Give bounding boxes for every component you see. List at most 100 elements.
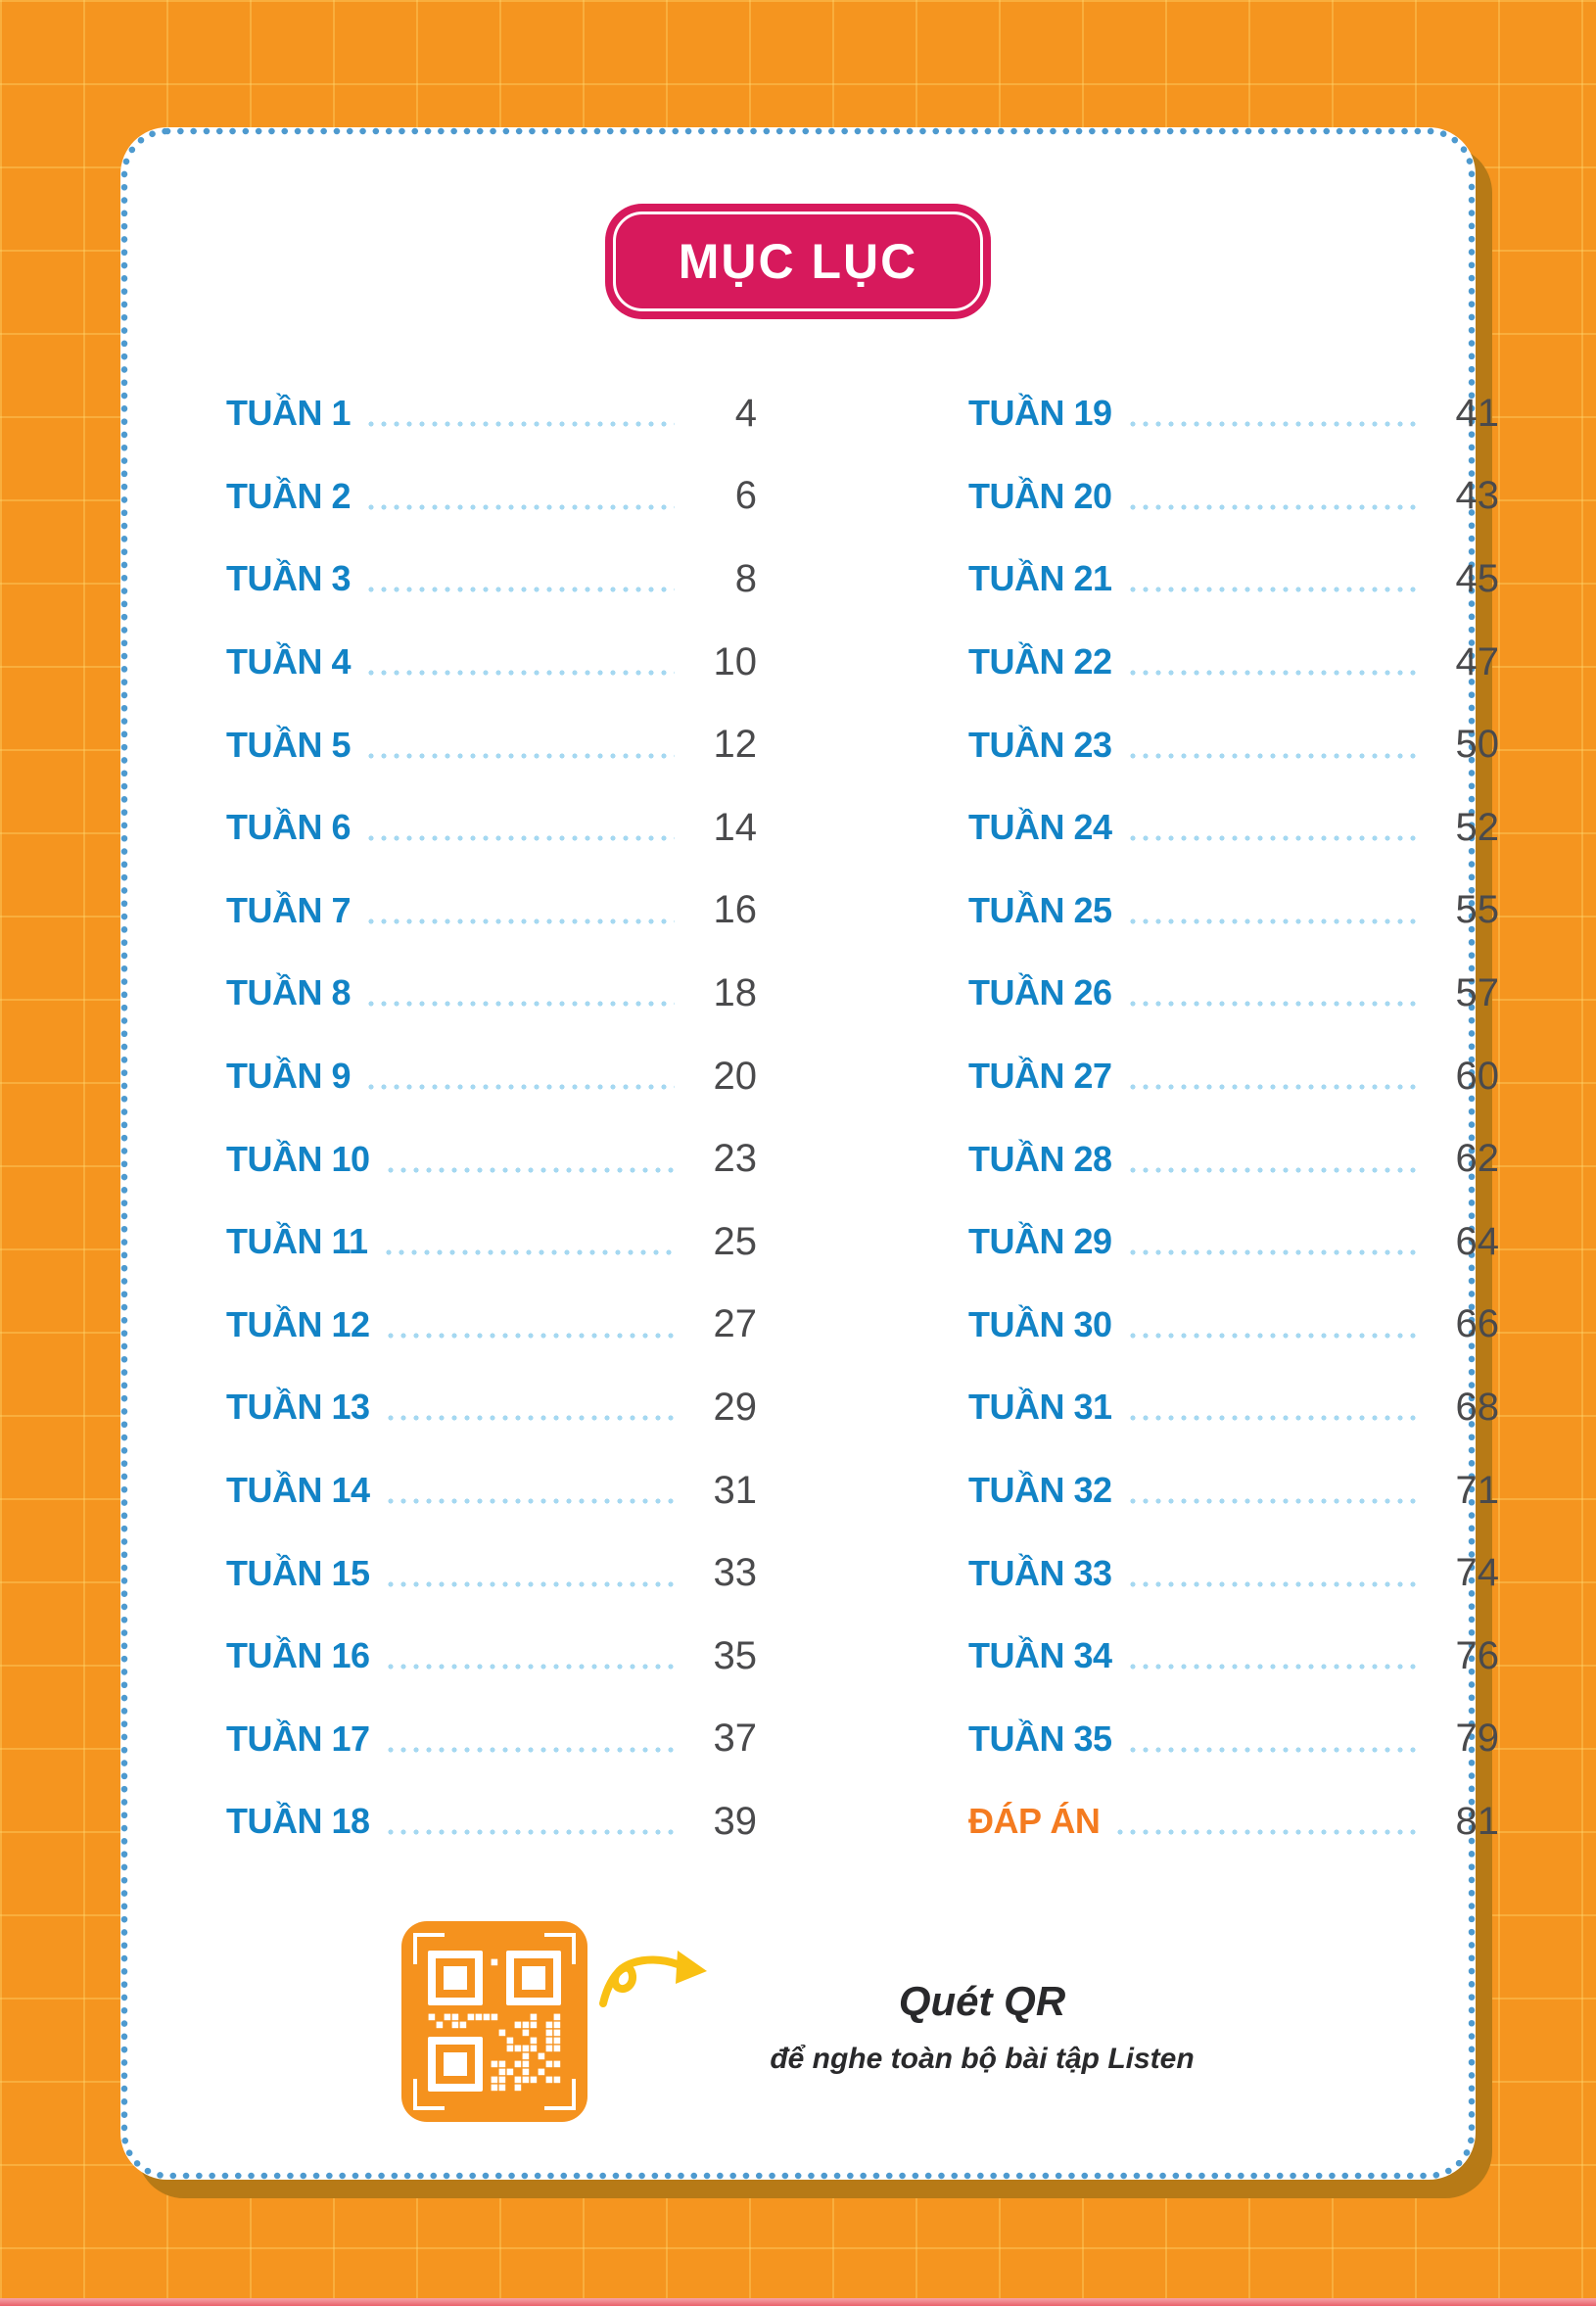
toc-row: TUẦN 4 10	[226, 621, 757, 704]
toc-entry-label: TUẦN 20	[968, 475, 1112, 516]
page-title: MỤC LỤC	[678, 234, 918, 289]
toc-row: TUẦN 5 12	[226, 703, 757, 786]
leader-dots	[368, 752, 675, 759]
toc-row: TUẦN 17 37	[226, 1698, 757, 1781]
toc-entry-label: TUẦN 8	[226, 972, 352, 1013]
toc-row: TUẦN 18 39	[226, 1780, 757, 1863]
toc-entry-page: 27	[713, 1302, 758, 1346]
toc-entry-label: TUẦN 5	[226, 724, 352, 765]
leader-dots	[387, 1498, 675, 1505]
toc-entry-page: 74	[1455, 1551, 1500, 1595]
toc-entry-page: 71	[1455, 1468, 1500, 1512]
toc-entry-page: 64	[1455, 1219, 1500, 1263]
toc-row: ĐÁP ÁN 81	[968, 1780, 1499, 1863]
leader-dots	[368, 1084, 675, 1091]
leader-dots	[368, 918, 675, 924]
toc-row: TUẦN 16 35	[226, 1615, 757, 1698]
leader-dots	[368, 670, 675, 677]
toc-entry-label: TUẦN 15	[226, 1552, 370, 1593]
toc-entry-page: 68	[1455, 1385, 1500, 1429]
leader-dots	[1129, 1332, 1417, 1339]
toc-entry-page: 50	[1455, 723, 1500, 767]
toc-entry-label: TUẦN 13	[226, 1387, 370, 1428]
leader-dots	[1129, 1084, 1417, 1091]
leader-dots	[385, 1249, 675, 1256]
toc-entry-page: 18	[713, 970, 758, 1014]
leader-dots	[387, 1580, 675, 1587]
toc-column-left: TUẦN 1 4 TUẦN 2 6 TUẦN 3 8 TUẦN 4 10 TUẦ…	[226, 372, 757, 1863]
toc-entry-label: TUẦN 21	[968, 558, 1112, 599]
leader-dots	[1129, 1249, 1417, 1256]
leader-dots	[1129, 587, 1417, 593]
toc-row: TUẦN 11 25	[226, 1200, 757, 1284]
title-badge: MỤC LỤC	[605, 204, 991, 319]
toc-row: TUẦN 7 16	[226, 870, 757, 953]
toc-card: MỤC LỤC TUẦN 1 4 TUẦN 2 6 TUẦN 3 8 TUẦN …	[120, 127, 1499, 2180]
leader-dots	[368, 835, 675, 842]
leader-dots	[1129, 918, 1417, 924]
toc-row: TUẦN 31 68	[968, 1366, 1499, 1449]
toc-row: TUẦN 22 47	[968, 621, 1499, 704]
leader-dots	[387, 1415, 675, 1422]
toc-row: TUẦN 27 60	[968, 1035, 1499, 1118]
leader-dots	[387, 1746, 675, 1753]
toc-entry-label: TUẦN 33	[968, 1552, 1112, 1593]
toc-row: TUẦN 6 14	[226, 786, 757, 870]
toc-entry-label: TUẦN 18	[226, 1801, 370, 1842]
toc-row: TUẦN 20 43	[968, 455, 1499, 539]
toc-entry-page: 47	[1455, 639, 1500, 683]
toc-entry-page: 76	[1455, 1633, 1500, 1677]
toc-entry-page: 43	[1455, 474, 1500, 518]
toc-entry-label: TUẦN 34	[968, 1635, 1112, 1676]
toc-entry-page: 6	[734, 474, 757, 518]
leader-dots	[1129, 421, 1417, 428]
toc-entry-page: 20	[713, 1054, 758, 1098]
leader-dots	[387, 1332, 675, 1339]
leader-dots	[1129, 503, 1417, 510]
toc-entry-page: 29	[713, 1385, 758, 1429]
toc-entry-page: 10	[713, 639, 758, 683]
qr-caption-subtitle: để nghe toàn bộ bài tập Listen	[770, 2043, 1195, 2075]
toc-entry-page: 41	[1455, 391, 1500, 435]
toc-entry-page: 37	[713, 1717, 758, 1761]
toc-entry-page: 14	[713, 805, 758, 849]
title-badge-keyline	[613, 212, 983, 311]
toc-entry-page: 79	[1455, 1717, 1500, 1761]
toc-entry-label: TUẦN 25	[968, 889, 1112, 930]
toc-entry-label: TUẦN 28	[968, 1138, 1112, 1179]
leader-dots	[1129, 1415, 1417, 1422]
leader-dots	[387, 1166, 675, 1173]
toc-entry-page: 62	[1455, 1137, 1500, 1181]
toc-entry-label: TUẦN 26	[968, 972, 1112, 1013]
toc-entry-label: TUẦN 16	[226, 1635, 370, 1676]
leader-dots	[1129, 1580, 1417, 1587]
toc-entry-page: 33	[713, 1551, 758, 1595]
toc-entry-page: 4	[734, 391, 757, 435]
toc-row: TUẦN 28 62	[968, 1117, 1499, 1200]
toc-row: TUẦN 2 6	[226, 455, 757, 539]
toc-row: TUẦN 15 33	[226, 1531, 757, 1615]
leader-dots	[1117, 1829, 1417, 1836]
toc-entry-label: TUẦN 3	[226, 558, 352, 599]
toc-entry-label: TUẦN 22	[968, 641, 1112, 682]
qr-code-icon	[401, 1921, 588, 2122]
toc-row: TUẦN 19 41	[968, 372, 1499, 455]
toc-entry-label: TUẦN 35	[968, 1718, 1112, 1759]
leader-dots	[1129, 1166, 1417, 1173]
toc-row: TUẦN 26 57	[968, 952, 1499, 1035]
leader-dots	[1129, 1746, 1417, 1753]
qr-section: Quét QR để nghe toàn bộ bài tập Listen	[120, 1921, 1476, 2122]
toc-entry-label: ĐÁP ÁN	[968, 1801, 1101, 1842]
toc-entry-page: 16	[713, 888, 758, 932]
toc-entry-label: TUẦN 31	[968, 1387, 1112, 1428]
leader-dots	[1129, 1498, 1417, 1505]
toc-entry-label: TUẦN 1	[226, 393, 352, 434]
toc-row: TUẦN 33 74	[968, 1531, 1499, 1615]
leader-dots	[1129, 1664, 1417, 1671]
toc-entry-page: 45	[1455, 556, 1500, 600]
toc-entry-label: TUẦN 24	[968, 807, 1112, 848]
toc-row: TUẦN 13 29	[226, 1366, 757, 1449]
toc-entry-page: 52	[1455, 805, 1500, 849]
toc-row: TUẦN 29 64	[968, 1200, 1499, 1284]
bottom-accent-strip	[0, 2298, 1596, 2306]
